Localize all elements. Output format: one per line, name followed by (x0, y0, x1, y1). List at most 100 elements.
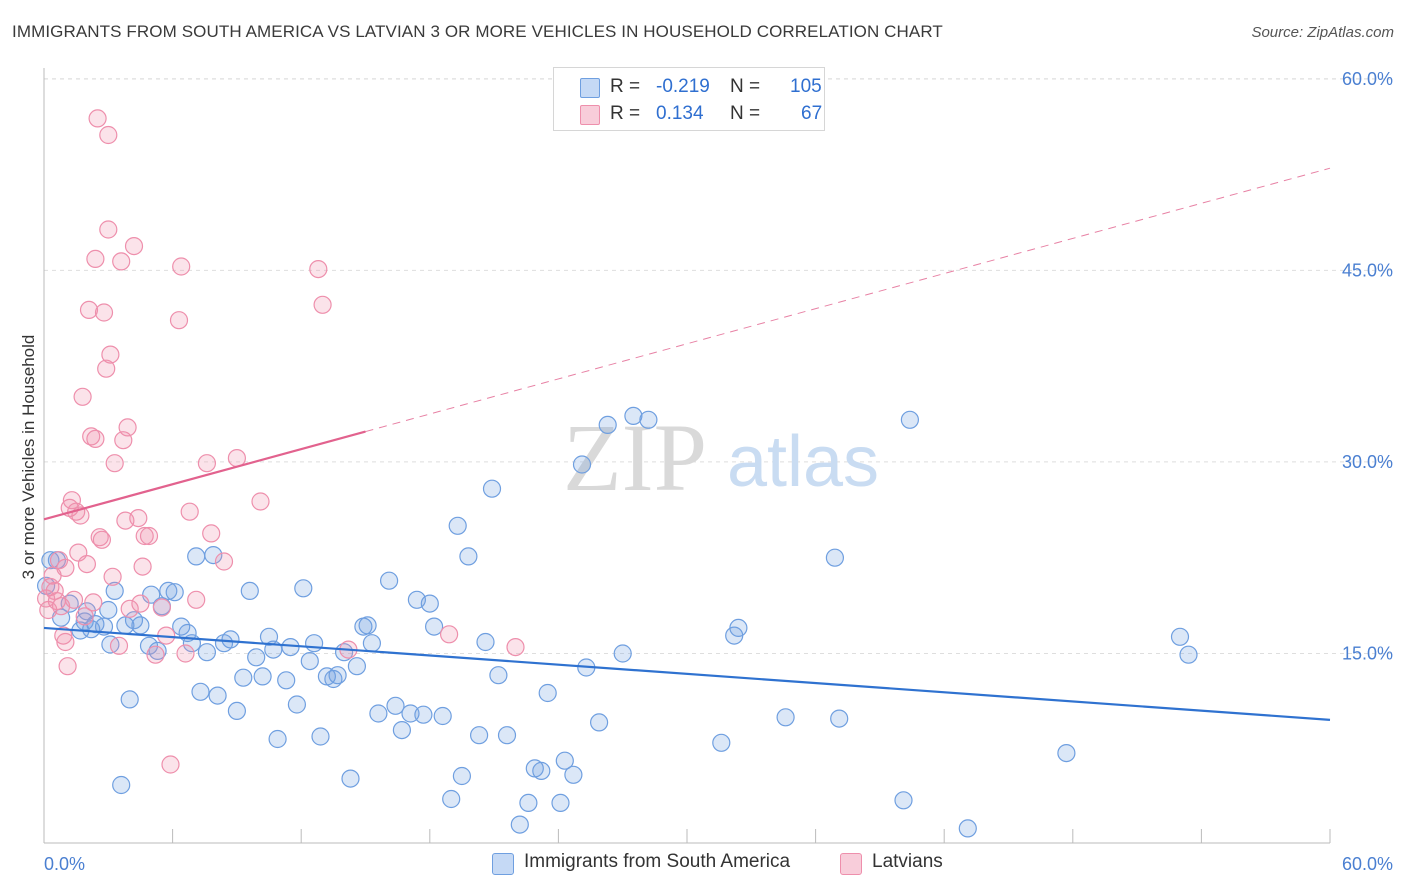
point-latvians (88, 109, 107, 128)
point-south-america (281, 637, 300, 657)
point-south-america (639, 410, 658, 429)
point-south-america (187, 547, 206, 566)
point-south-america (470, 726, 489, 745)
point-latvians (251, 492, 270, 511)
y-tick-label: 45.0% (1342, 260, 1393, 280)
point-south-america (300, 651, 319, 671)
legend-swatch-pink (840, 853, 862, 875)
n-value: 105 (790, 76, 822, 97)
point-south-america (589, 713, 609, 732)
point-south-america (99, 600, 118, 620)
point-south-america (624, 406, 643, 425)
point-south-america (900, 410, 920, 429)
point-south-america (497, 726, 517, 745)
point-latvians (56, 558, 75, 578)
point-south-america (425, 617, 444, 636)
point-latvians (214, 552, 234, 571)
point-south-america (120, 690, 139, 709)
point-south-america (776, 708, 795, 727)
source-label: Source: ZipAtlas.com (1251, 24, 1394, 41)
n-label: N = (730, 103, 761, 124)
point-south-america (1057, 743, 1076, 763)
legend-swatch-pink (580, 105, 600, 125)
point-latvians (101, 345, 120, 364)
point-latvians (133, 557, 152, 576)
point-latvians (112, 252, 131, 271)
point-south-america (204, 545, 223, 565)
point-latvians (62, 491, 82, 510)
point-south-america (247, 648, 266, 667)
legend-label: Latvians (872, 851, 943, 872)
point-latvians (58, 657, 77, 676)
point-south-america (369, 704, 388, 723)
point-latvians (180, 502, 199, 521)
point-south-america (221, 630, 240, 649)
point-south-america (311, 727, 330, 746)
trend-line-latvians-solid (43, 430, 366, 521)
x-tick-label-max: 60.0% (1342, 854, 1393, 874)
r-label: R = (610, 76, 641, 97)
point-latvians (313, 295, 332, 314)
point-latvians (440, 625, 459, 644)
point-south-america (572, 455, 592, 474)
point-south-america (227, 701, 246, 721)
point-south-america (729, 618, 748, 638)
point-south-america (253, 667, 272, 686)
point-latvians (152, 598, 171, 617)
point-latvians (97, 359, 116, 378)
point-latvians (109, 636, 129, 655)
point-latvians (146, 645, 165, 664)
point-south-america (197, 643, 216, 662)
point-latvians (90, 528, 109, 547)
grid-lines (44, 78, 1394, 654)
point-south-america (159, 581, 178, 601)
point-south-america (712, 733, 731, 752)
point-south-america (452, 766, 471, 786)
point-south-america (613, 644, 632, 663)
point-latvians (73, 387, 92, 406)
legend-swatch-blue (580, 78, 600, 98)
point-south-america (414, 705, 433, 724)
point-latvians (56, 632, 75, 652)
point-south-america (482, 479, 502, 498)
point-latvians (99, 220, 118, 239)
point-south-america (532, 761, 551, 781)
point-south-america (341, 769, 360, 788)
point-latvians (131, 594, 150, 613)
point-south-america (328, 666, 347, 685)
point-latvians (118, 418, 137, 437)
point-latvians (79, 300, 99, 319)
point-south-america (191, 682, 210, 701)
point-south-america (519, 793, 538, 813)
y-tick-label: 60.0% (1342, 69, 1393, 89)
legend-swatch-blue (492, 853, 514, 875)
point-south-america (420, 594, 439, 613)
point-latvians (202, 524, 221, 543)
point-south-america (448, 516, 467, 535)
r-value: 0.134 (656, 103, 704, 124)
point-south-america (825, 548, 845, 567)
point-south-america (489, 666, 508, 685)
data-points (36, 109, 1198, 838)
point-latvians (135, 526, 154, 546)
point-latvians (139, 526, 159, 546)
point-south-america (564, 765, 583, 784)
point-south-america (476, 632, 495, 652)
point-south-america (442, 789, 461, 809)
point-latvians (94, 303, 114, 322)
trend-line-south-america (43, 626, 1331, 721)
y-tick-label: 30.0% (1342, 452, 1393, 472)
point-south-america (830, 709, 849, 728)
point-latvians (506, 637, 525, 657)
point-south-america (392, 720, 411, 740)
legend-label: Immigrants from South America (524, 851, 791, 872)
point-latvians (309, 260, 328, 279)
watermark-atlas: atlas (727, 422, 879, 502)
point-latvians (120, 599, 139, 618)
point-south-america (139, 636, 159, 655)
point-south-america (1170, 627, 1190, 646)
point-south-america (287, 695, 306, 714)
y-tick-labels: 15.0% 30.0% 45.0% 60.0% (1342, 69, 1393, 664)
point-south-america (433, 706, 452, 726)
